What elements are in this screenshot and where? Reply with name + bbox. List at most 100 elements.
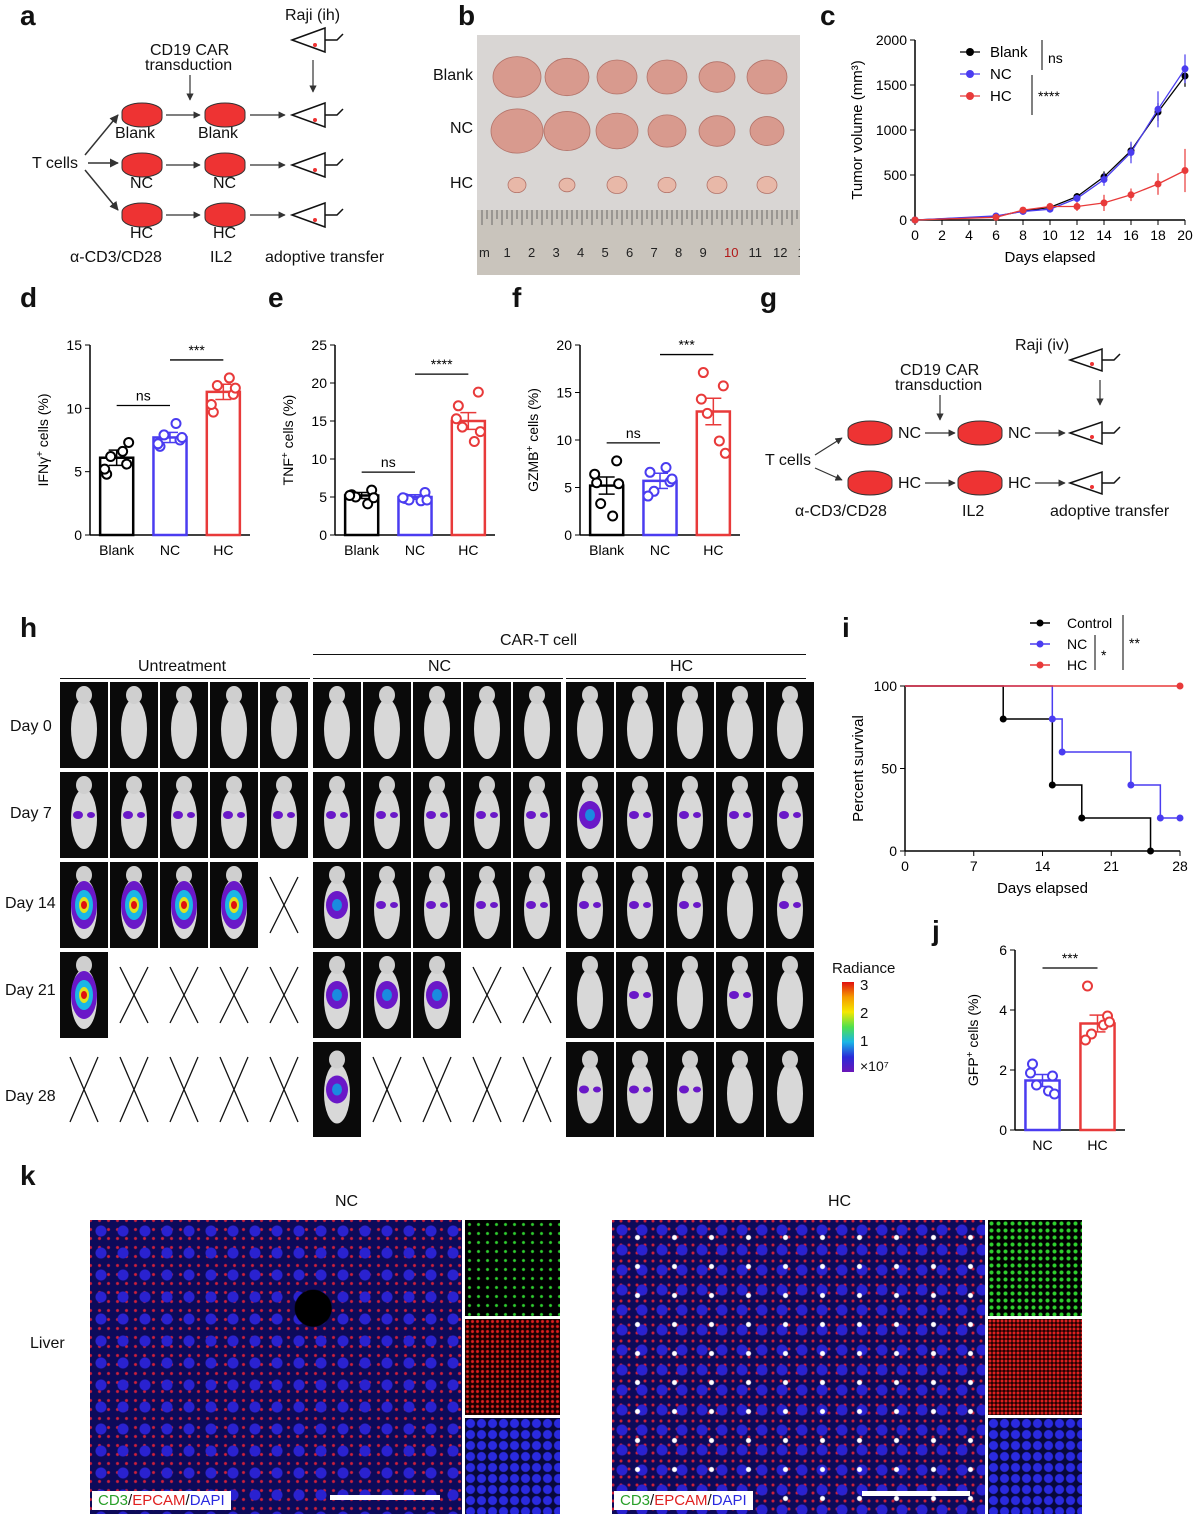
- data-point: [1049, 1088, 1060, 1100]
- signal-spot: [679, 901, 689, 909]
- y-tick-label: 20: [311, 375, 327, 391]
- y-tick-label: 25: [311, 337, 327, 353]
- signal-spot: [332, 899, 342, 911]
- g-transduction-2: transduction: [895, 377, 982, 394]
- signal-spot: [390, 902, 398, 908]
- k-hc-red: [988, 1319, 1082, 1415]
- x-tick-label: NC: [405, 542, 425, 558]
- data-point: [223, 372, 235, 384]
- tumor: [706, 176, 728, 194]
- signal-spot: [340, 812, 348, 818]
- x-tick-label: 18: [1150, 227, 1166, 243]
- signal-spot: [793, 812, 801, 818]
- signal-spot: [490, 812, 498, 818]
- y-tick-label: 0: [319, 527, 327, 543]
- data-point: [1047, 1070, 1058, 1082]
- data-point: [229, 382, 241, 394]
- panel-letter-f: f: [512, 282, 522, 313]
- mouse-body: [577, 699, 603, 759]
- mouse-head: [529, 776, 545, 794]
- panel-letter-e: e: [268, 282, 284, 313]
- y-tick-label: 2000: [876, 32, 907, 48]
- mouse-head: [76, 866, 92, 884]
- y-tick-label: 1500: [876, 77, 907, 93]
- mouse-head: [126, 776, 142, 794]
- ruler: [477, 210, 800, 275]
- deceased-mark: [69, 1056, 99, 1123]
- data-point: [1104, 1016, 1115, 1028]
- deceased-mark: [472, 1056, 502, 1123]
- y-tick-label: 10: [556, 432, 572, 448]
- x-tick-label: NC: [1032, 1137, 1052, 1153]
- signal-spot: [131, 901, 137, 909]
- mouse-body: [121, 789, 147, 849]
- y-axis-label: GFP+ cells (%): [965, 994, 982, 1086]
- bar: [1024, 1079, 1061, 1132]
- mouse-body: [524, 879, 550, 939]
- signal-spot: [332, 989, 342, 1001]
- data-point: [1046, 203, 1054, 210]
- data-point: [1154, 180, 1162, 188]
- mouse-head: [479, 686, 495, 704]
- sig-label: ****: [1038, 88, 1060, 104]
- deceased-mark: [119, 966, 149, 1024]
- mouse-head: [582, 1050, 598, 1069]
- signal-spot: [643, 812, 651, 818]
- y-tick-label: 0: [899, 212, 907, 228]
- mouse-body: [777, 699, 803, 759]
- x-tick-label: 14: [1035, 858, 1051, 874]
- x-tick-label: Blank: [344, 542, 380, 558]
- data-point: [911, 216, 919, 224]
- signal-spot: [87, 812, 95, 818]
- data-point: [611, 455, 623, 467]
- y-tick-label: 0: [999, 1122, 1007, 1138]
- ruler-number: 5: [602, 245, 609, 260]
- mouse-head: [582, 956, 598, 974]
- a-nc-2: NC: [213, 175, 236, 192]
- mouse-head: [582, 776, 598, 794]
- data-point: [1127, 781, 1135, 789]
- mouse-body: [524, 699, 550, 759]
- data-point: [992, 213, 1000, 221]
- data-point: [1048, 715, 1056, 723]
- k-nc-green: [465, 1220, 560, 1316]
- g-transfer: adoptive transfer: [1050, 503, 1170, 520]
- signal-spot: [526, 901, 536, 909]
- radiance-tick-3: 3: [860, 977, 869, 994]
- mouse-head: [529, 866, 545, 884]
- x-tick-label: 4: [965, 227, 973, 243]
- data-point: [1073, 203, 1081, 210]
- signal-spot: [287, 812, 295, 818]
- mouse-head: [582, 686, 598, 704]
- h-day-21: Day 21: [5, 982, 56, 999]
- signal-spot: [779, 901, 789, 909]
- ruler-number: 6: [626, 245, 633, 260]
- g-nc-2: NC: [1008, 425, 1031, 442]
- mouse-body: [374, 699, 400, 759]
- mouse-body: [727, 1063, 753, 1124]
- signal-spot: [332, 1083, 342, 1096]
- legend-marker: [1036, 640, 1044, 648]
- data-point: [1025, 1067, 1036, 1079]
- x-tick-label: 2: [938, 227, 946, 243]
- data-point: [613, 478, 625, 490]
- legend-sep: /: [185, 1492, 190, 1509]
- y-axis-label: Percent survival: [850, 715, 867, 822]
- a-hc-1: HC: [130, 225, 153, 242]
- mouse-body: [627, 789, 653, 849]
- data-point: [397, 492, 409, 504]
- tumor: [490, 108, 544, 154]
- mouse-head: [226, 866, 242, 884]
- survival-chart: 0 50 100 0 7 14 21 28 Days elapsed Percent surviv…: [850, 615, 1188, 897]
- x-tick-label: 14: [1096, 227, 1112, 243]
- legend-sep: /: [707, 1492, 712, 1509]
- ruler-number: 11: [749, 245, 763, 260]
- x-tick-label: 6: [992, 227, 1000, 243]
- data-point: [713, 435, 725, 447]
- signal-spot: [440, 902, 448, 908]
- data-point: [99, 463, 111, 475]
- k-hc-legend: CD3/EPCAM/DAPI: [614, 1491, 753, 1510]
- legend-label: NC: [1067, 636, 1087, 652]
- signal-spot: [629, 1085, 639, 1094]
- mouse-head: [582, 866, 598, 884]
